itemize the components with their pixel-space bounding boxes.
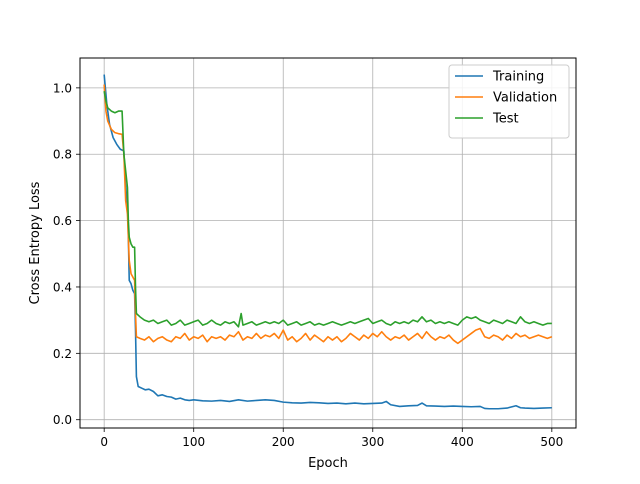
y-tick-label: 0.4 [53,280,72,294]
grid-layer [80,58,576,428]
legend-box [448,64,570,139]
y-tick-label: 0.2 [53,347,72,361]
y-tick-label: 0.8 [53,148,72,162]
x-tick-label: 0 [100,435,108,449]
series-line-validation [103,84,553,345]
x-tick-label: 400 [451,435,474,449]
legend-label: Test [492,112,519,127]
x-axis-label: Epoch [308,456,348,471]
legend-label: Validation [493,91,557,106]
series-line-training [103,74,552,410]
y-tick-label: 0.0 [53,413,72,427]
legend: Training Validation Test [448,64,570,139]
x-tick-label: 500 [540,435,563,449]
series-line-test [103,91,552,328]
y-axis-label: Cross Entropy Loss [28,181,43,304]
y-tick-label: 0.6 [53,214,72,228]
x-tick-label: 300 [361,435,384,449]
tick-layer: 0 100 200 300 400 500 0.0 0.2 0.4 0.6 0.8 1.0 [53,81,563,449]
x-tick-label: 200 [272,435,295,449]
x-tick-label: 100 [182,435,205,449]
series-layer [103,74,553,410]
legend-label: Training [492,70,544,85]
y-tick-label: 1.0 [53,81,72,95]
plot-frame [79,57,577,429]
